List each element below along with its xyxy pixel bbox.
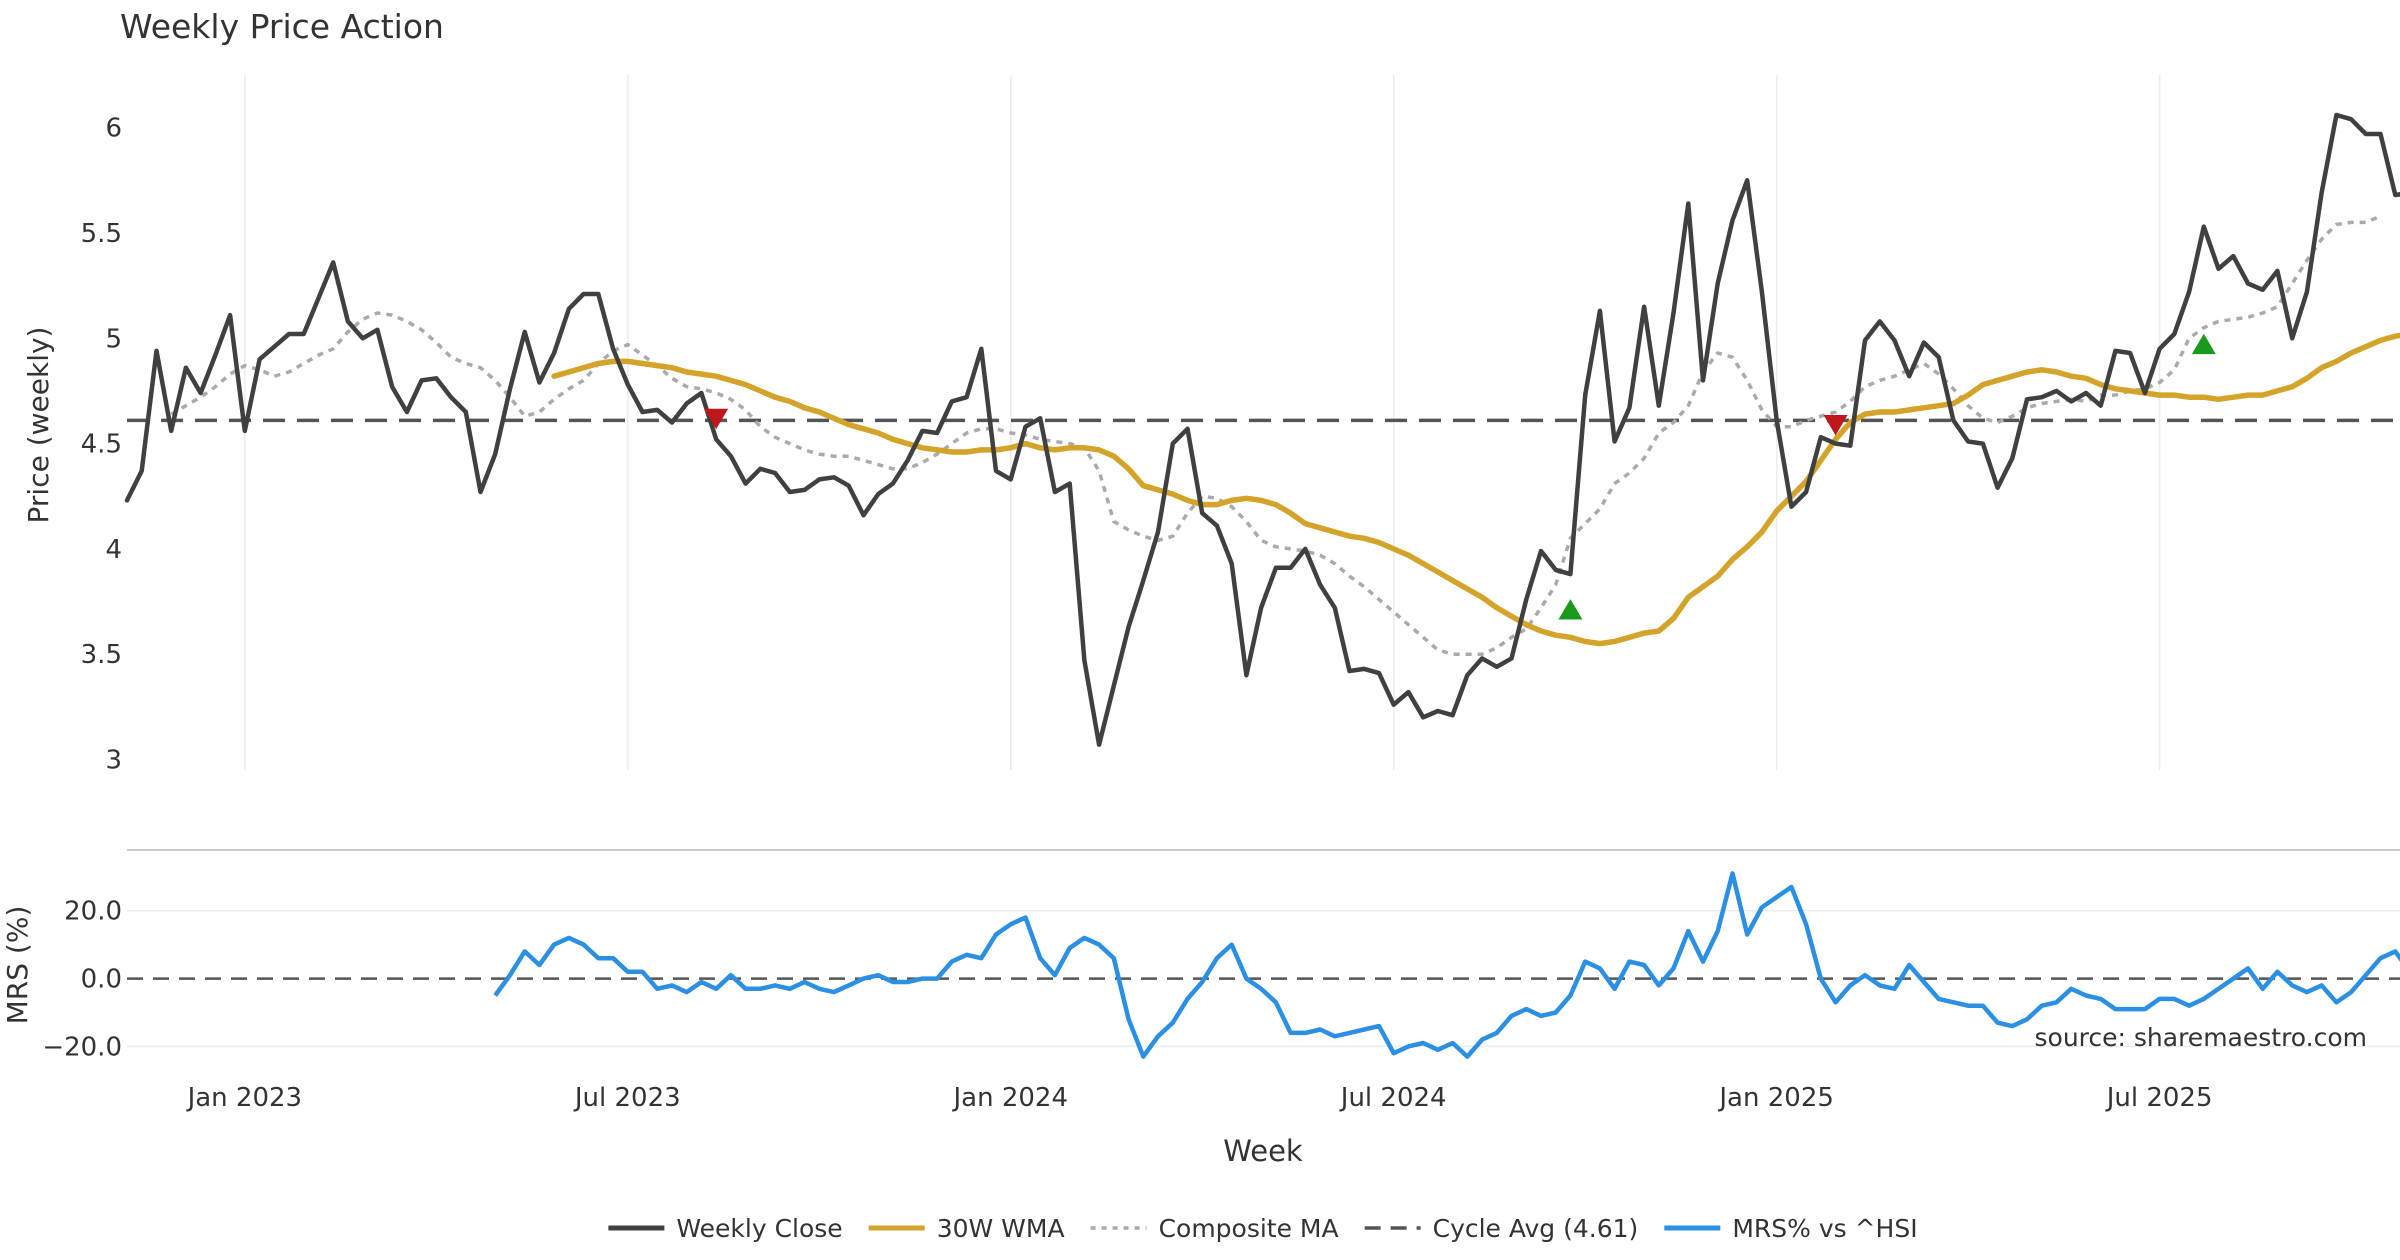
mrs-series-line: [493, 871, 2400, 1059]
30w-wma-series: [551, 332, 2400, 647]
legend: Weekly Close 30W WMA Composite MA Cycle Avg…: [608, 1214, 1918, 1243]
legend-label: Weekly Close: [676, 1214, 842, 1243]
price-y-axis-label: Price (weekly): [22, 327, 55, 524]
price-y-ticks: 3 3.5 4 4.5 5 5.5 6: [81, 114, 122, 776]
price-y-tick-label: 6: [105, 114, 122, 144]
composite-ma-series: [170, 214, 2382, 656]
mrs-y-ticks: −20.0 0.0 20.0: [42, 897, 122, 1063]
mrs-y-tick-label: 20.0: [64, 897, 122, 927]
price-y-tick-label: 5: [105, 324, 122, 354]
price-y-tick-label: 4.5: [81, 430, 122, 460]
sell-signal-marker: [1823, 415, 1848, 436]
price-y-tick-label: 3: [105, 745, 122, 775]
x-tick-label: Jul 2024: [1339, 1083, 1447, 1113]
mrs-y-tick-label: −20.0: [42, 1032, 122, 1062]
chart-title: Weekly Price Action: [120, 7, 444, 46]
sell-signal-marker: [704, 408, 729, 430]
x-tick-label: Jan 2024: [951, 1083, 1068, 1113]
mrs-grid: [127, 909, 2400, 1048]
x-axis-ticks: Jan 2023 Jul 2023 Jan 2024 Jul 2024 Jan 2025…: [186, 1083, 2213, 1113]
legend-label: Cycle Avg (4.61): [1433, 1214, 1639, 1243]
legend-label: MRS% vs ^HSI: [1732, 1214, 1917, 1243]
mrs-series-group: [493, 871, 2400, 1059]
x-tick-label: Jul 2025: [2105, 1083, 2213, 1113]
buy-signal-marker: [1558, 599, 1583, 620]
mrs-y-axis-label: MRS (%): [1, 906, 34, 1025]
signal-markers: [704, 333, 2216, 620]
mrs-y-tick-label: 0.0: [81, 965, 122, 995]
price-y-tick-label: 5.5: [81, 219, 122, 249]
legend-label: 30W WMA: [937, 1214, 1065, 1243]
price-y-tick-label: 3.5: [81, 640, 122, 670]
x-tick-label: Jan 2023: [186, 1083, 303, 1113]
x-axis-label: Week: [1223, 1134, 1303, 1168]
weekly-close-series: [124, 112, 2400, 747]
x-tick-label: Jan 2025: [1717, 1083, 1834, 1113]
legend-label: Composite MA: [1159, 1214, 1339, 1243]
price-y-tick-label: 4: [105, 535, 122, 565]
x-tick-label: Jul 2023: [573, 1083, 681, 1113]
buy-signal-marker: [2191, 333, 2216, 355]
source-annotation: source: sharemaestro.com: [2035, 1023, 2368, 1052]
price-series-group: [124, 112, 2400, 747]
price-grid: [244, 75, 2161, 770]
